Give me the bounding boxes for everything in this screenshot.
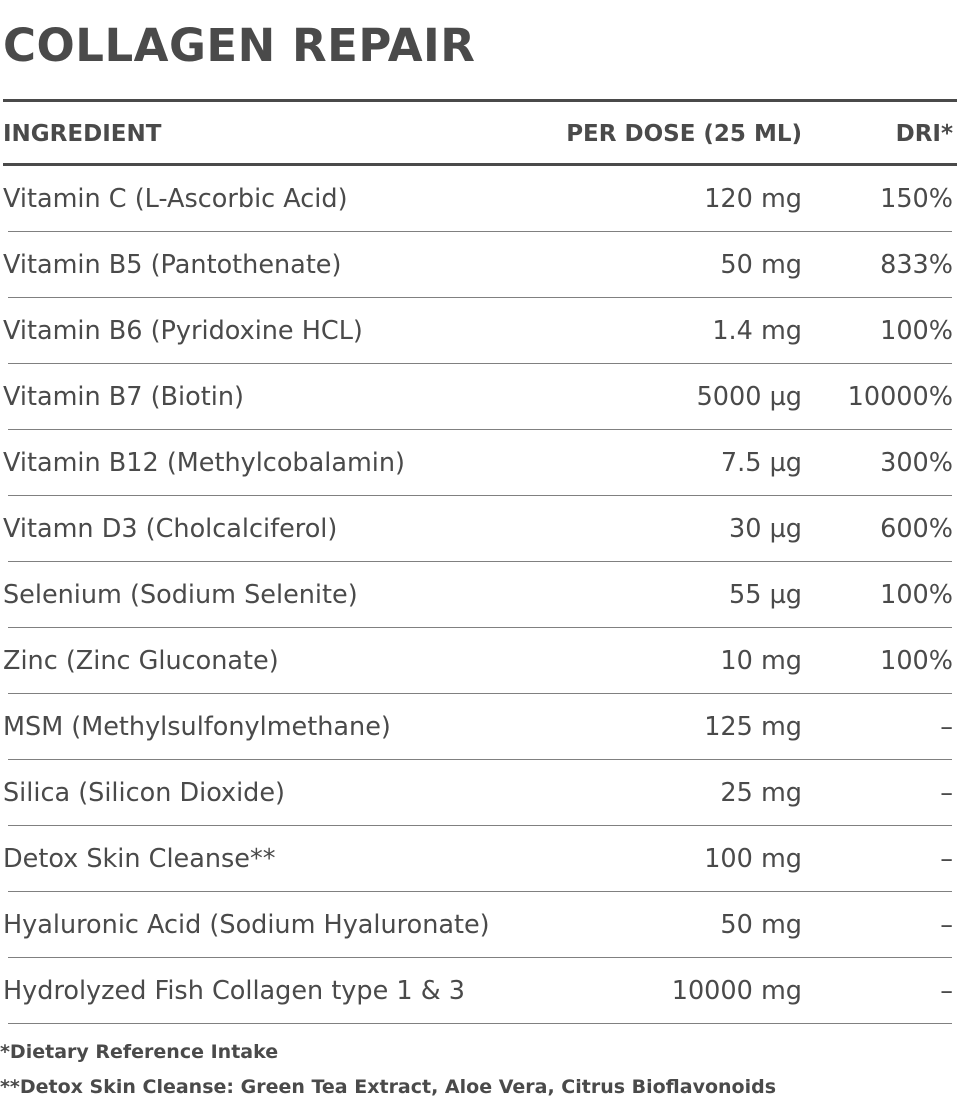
ingredient-name: MSM (Methylsulfonylmethane) [3,712,391,742]
dri-value: – [940,844,953,874]
ingredient-name: Vitamin B12 (Methylcobalamin) [3,448,405,478]
table-row: Vitamn D3 (Cholcalciferol) 30 µg 600% [0,496,960,562]
table-row: Vitamin C (L-Ascorbic Acid) 120 mg 150% [0,166,960,232]
ingredient-name: Detox Skin Cleanse** [3,844,276,874]
dri-value: 600% [880,514,953,544]
table-row: Vitamin B7 (Biotin) 5000 µg 10000% [0,364,960,430]
dri-value: – [940,778,953,808]
ingredient-name: Vitamn D3 (Cholcalciferol) [3,514,338,544]
dri-value: 100% [880,316,953,346]
table-row: Vitamin B6 (Pyridoxine HCL) 1.4 mg 100% [0,298,960,364]
per-dose-value: 25 mg [720,778,802,808]
header-per-dose: PER DOSE (25 ML) [566,121,802,147]
dri-value: 150% [880,184,953,214]
per-dose-value: 7.5 µg [720,448,802,478]
per-dose-value: 50 mg [720,250,802,280]
per-dose-value: 125 mg [704,712,802,742]
table-row: Hydrolyzed Fish Collagen type 1 & 3 10000… [0,958,960,1024]
page-title: COLLAGEN REPAIR [3,19,476,72]
per-dose-value: 55 µg [729,580,802,610]
table-row: Vitamin B5 (Pantothenate) 50 mg 833% [0,232,960,298]
ingredient-name: Hyaluronic Acid (Sodium Hyaluronate) [3,910,490,940]
dri-value: 833% [880,250,953,280]
table-row: Detox Skin Cleanse** 100 mg – [0,826,960,892]
per-dose-value: 50 mg [720,910,802,940]
ingredient-name: Vitamin B7 (Biotin) [3,382,244,412]
table-body: Vitamin C (L-Ascorbic Acid) 120 mg 150% Vit… [0,166,960,1024]
header-dri: DRI* [895,121,953,147]
ingredient-name: Silica (Silicon Dioxide) [3,778,286,808]
table-row: Hyaluronic Acid (Sodium Hyaluronate) 50 m… [0,892,960,958]
per-dose-value: 120 mg [704,184,802,214]
per-dose-value: 1.4 mg [712,316,802,346]
ingredient-name: Hydrolyzed Fish Collagen type 1 & 3 [3,976,465,1006]
dri-value: 100% [880,580,953,610]
ingredient-name: Vitamin B5 (Pantothenate) [3,250,342,280]
header-ingredient: INGREDIENT [3,121,162,147]
ingredient-name: Selenium (Sodium Selenite) [3,580,358,610]
table-row: Selenium (Sodium Selenite) 55 µg 100% [0,562,960,628]
table-row: Vitamin B12 (Methylcobalamin) 7.5 µg 300% [0,430,960,496]
dri-value: – [940,976,953,1006]
dri-value: 300% [880,448,953,478]
footnote-dri: *Dietary Reference Intake [0,1041,279,1063]
table-header: INGREDIENT PER DOSE (25 ML) DRI* [0,103,960,165]
table-row: Zinc (Zinc Gluconate) 10 mg 100% [0,628,960,694]
per-dose-value: 5000 µg [696,382,802,412]
dri-value: – [940,910,953,940]
ingredient-name: Vitamin C (L-Ascorbic Acid) [3,184,348,214]
per-dose-value: 10000 mg [671,976,802,1006]
header-bottom-rule [3,163,957,166]
table-row: Silica (Silicon Dioxide) 25 mg – [0,760,960,826]
per-dose-value: 100 mg [704,844,802,874]
table-row: MSM (Methylsulfonylmethane) 125 mg – [0,694,960,760]
dri-value: 100% [880,646,953,676]
dri-value: 10000% [847,382,953,412]
per-dose-value: 10 mg [720,646,802,676]
footnote-detox: **Detox Skin Cleanse: Green Tea Extract,… [0,1076,777,1098]
table-top-rule [3,99,957,102]
ingredient-name: Vitamin B6 (Pyridoxine HCL) [3,316,363,346]
dri-value: – [940,712,953,742]
per-dose-value: 30 µg [729,514,802,544]
ingredient-name: Zinc (Zinc Gluconate) [3,646,279,676]
